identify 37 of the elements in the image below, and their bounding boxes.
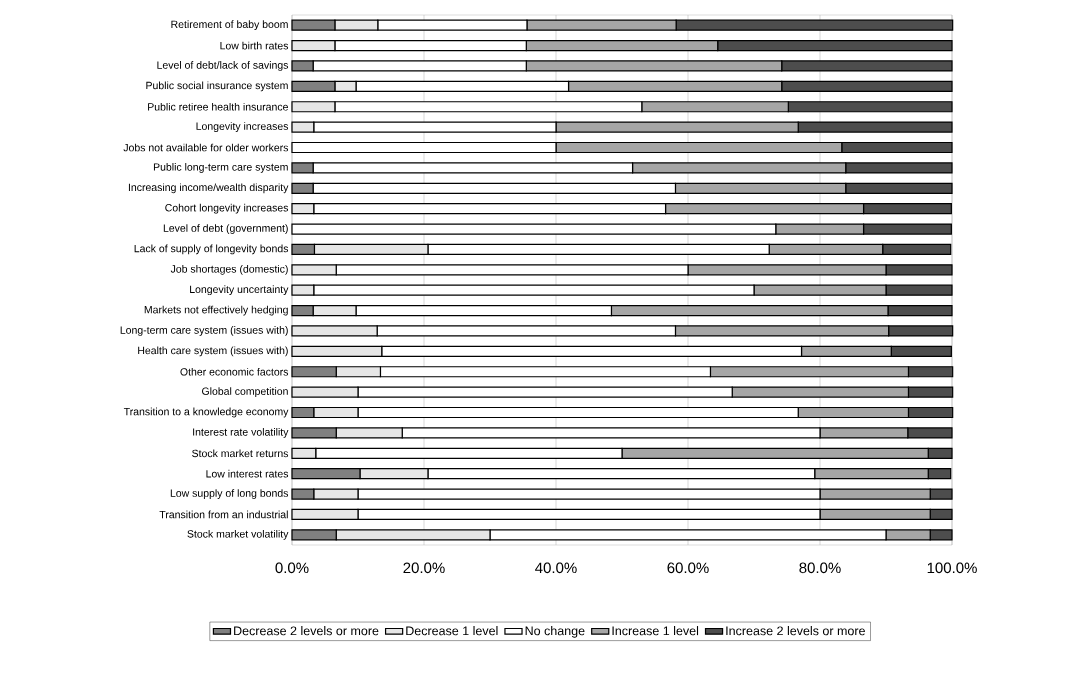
y-tick-label: Retirement of baby boom <box>171 20 288 31</box>
y-tick-label: Increasing income/wealth disparity <box>128 183 289 194</box>
y-tick-label: Low interest rates <box>206 469 289 478</box>
y-tick-label: Stock market returns <box>192 449 289 458</box>
legend-label: Increase 2 levels or more <box>726 626 865 636</box>
y-tick-label: Transition from an industrial <box>159 510 288 519</box>
y-tick-label: Low supply of long bonds <box>170 489 289 499</box>
y-tick-label: Public retiree health insurance <box>148 102 288 111</box>
y-tick-label: Longevity uncertainty <box>190 285 289 296</box>
legend-label: Decrease 1 level <box>406 626 498 636</box>
y-tick-label: Cohort longevity increases <box>165 203 289 214</box>
x-tick-label: 0.0% <box>275 562 309 574</box>
y-tick-label: Low birth rates <box>220 41 289 50</box>
y-tick-label: Other economic factors <box>180 367 289 376</box>
y-tick-label: Global competition <box>202 387 288 398</box>
legend-label: Decrease 2 levels or more <box>234 626 379 636</box>
y-tick-label: Jobs not available for older workers <box>123 143 289 152</box>
x-tick-label: 20.0% <box>403 562 445 574</box>
y-tick-label: Job shortages (domestic) <box>170 264 288 275</box>
y-tick-label: Public social insurance system <box>146 81 288 92</box>
x-tick-label: 60.0% <box>667 562 709 574</box>
y-tick-label: Public long-term care system <box>153 163 288 173</box>
y-tick-label: Lack of supply of longevity bonds <box>134 244 289 255</box>
y-tick-label: Health care system (issues with) <box>138 346 288 357</box>
x-tick-label: 100.0% <box>927 562 977 574</box>
y-tick-label: Transition to a knowledge economy <box>123 407 289 418</box>
x-tick-label: 40.0% <box>535 562 577 574</box>
legend-label: No change <box>525 626 585 638</box>
y-tick-label: Longevity increases <box>196 122 289 133</box>
legend-label: Increase 1 level <box>612 626 699 636</box>
y-tick-label: Long-term care system (issues with) <box>120 326 288 336</box>
y-tick-label: Level of debt/lack of savings <box>157 61 289 71</box>
y-tick-label: Markets not effectively hedging <box>144 305 288 316</box>
x-tick-label: 80.0% <box>799 562 841 574</box>
y-tick-label: Level of debt (government) <box>163 224 288 234</box>
y-tick-label: Stock market volatility <box>187 529 289 540</box>
y-tick-label: Interest rate volatility <box>193 428 289 438</box>
